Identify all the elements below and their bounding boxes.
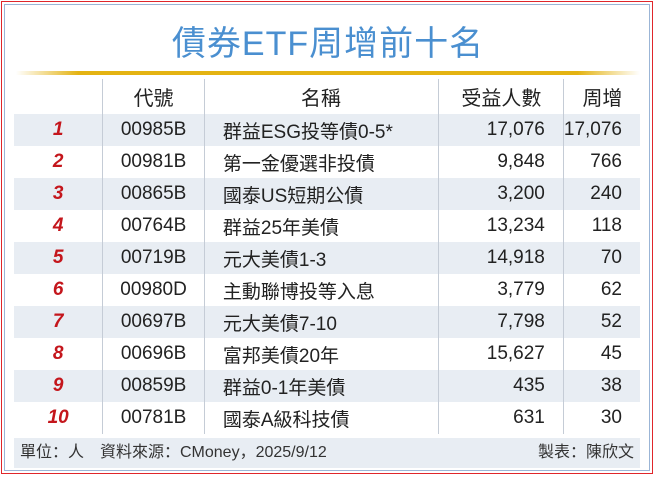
cell-name: 國泰A級科技債 [203,402,439,434]
cell-name: 富邦美債20年 [203,338,439,370]
page-title: 債券ETF周增前十名 [171,25,485,63]
header-holders: 受益人數 [437,79,564,114]
title-divider [16,71,640,75]
cell-holders: 3,200 [437,178,564,210]
table-row: 7 00697B 元大美債7-10 7,798 52 [14,306,640,338]
cell-code: 00764B [102,210,205,242]
ranking-table: 代號 名稱 受益人數 周增 1 00985B 群益ESG投等債0-5* 17,076 1… [14,79,640,434]
table-row: 5 00719B 元大美債1-3 14,918 70 [14,242,640,274]
table-row: 9 00859B 群益0-1年美債 435 38 [14,370,640,402]
cell-name: 主動聯博投等入息 [203,274,439,306]
cell-code: 00696B [102,338,205,370]
cell-weekly: 118 [562,210,640,242]
cell-rank: 9 [14,370,103,402]
cell-code: 00719B [102,242,205,274]
header-name: 名稱 [203,79,439,114]
table-row: 10 00781B 國泰A級科技債 631 30 [14,402,640,434]
cell-name: 群益0-1年美債 [203,370,439,402]
cell-name: 元大美債7-10 [203,306,439,338]
cell-rank: 10 [47,407,69,428]
cell-rank: 3 [14,178,103,210]
cell-name: 群益ESG投等債0-5* [203,114,439,146]
cell-rank: 6 [52,279,64,300]
cell-name: 元大美債1-3 [203,242,439,274]
header-rank [14,79,103,114]
cell-name: 群益25年美債 [203,210,439,242]
cell-rank: 8 [52,343,64,364]
cell-name: 第一金優選非投債 [203,146,439,178]
table-row: 2 00981B 第一金優選非投債 9,848 766 [14,146,640,178]
cell-weekly: 38 [562,370,640,402]
footer-source: 單位：人 資料來源：CMoney，2025/9/12 [20,444,327,461]
table-row: 6 00980D 主動聯博投等入息 3,779 62 [14,274,640,306]
cell-code: 00985B [102,114,205,146]
cell-weekly: 17,076 [562,114,640,146]
cell-holders: 7,798 [437,306,564,338]
cell-holders: 631 [437,402,564,434]
cell-weekly: 45 [562,338,640,370]
cell-rank: 4 [52,215,64,236]
table-row: 3 00865B 國泰US短期公債 3,200 240 [14,178,640,210]
table-row: 8 00696B 富邦美債20年 15,627 45 [14,338,640,370]
cell-holders: 15,627 [437,338,564,370]
table-row: 1 00985B 群益ESG投等債0-5* 17,076 17,076 [14,114,640,146]
header-code: 代號 [102,79,205,114]
cell-holders: 17,076 [437,114,564,146]
cell-code: 00981B [102,146,205,178]
cell-name: 國泰US短期公債 [203,178,439,210]
cell-weekly: 70 [562,242,640,274]
cell-holders: 14,918 [437,242,564,274]
cell-rank: 5 [14,242,103,274]
footer: 單位：人 資料來源：CMoney，2025/9/12 製表：陳欣文 [14,438,640,468]
cell-weekly: 766 [562,146,640,178]
cell-code: 00865B [102,178,205,210]
cell-code: 00980D [102,274,205,306]
footer-author: 製表：陳欣文 [537,444,634,461]
cell-weekly: 30 [562,402,640,434]
cell-rank: 1 [14,114,103,146]
cell-rank: 7 [14,306,103,338]
header-weekly: 周增 [562,79,640,114]
cell-holders: 3,779 [437,274,564,306]
cell-holders: 13,234 [437,210,564,242]
table-row: 4 00764B 群益25年美債 13,234 118 [14,210,640,242]
cell-weekly: 62 [562,274,640,306]
cell-code: 00697B [102,306,205,338]
cell-holders: 9,848 [437,146,564,178]
cell-weekly: 52 [562,306,640,338]
cell-holders: 435 [437,370,564,402]
table-header: 代號 名稱 受益人數 周增 [14,79,640,114]
cell-weekly: 240 [562,178,640,210]
cell-code: 00859B [102,370,205,402]
cell-rank: 2 [52,151,64,172]
cell-code: 00781B [102,402,205,434]
